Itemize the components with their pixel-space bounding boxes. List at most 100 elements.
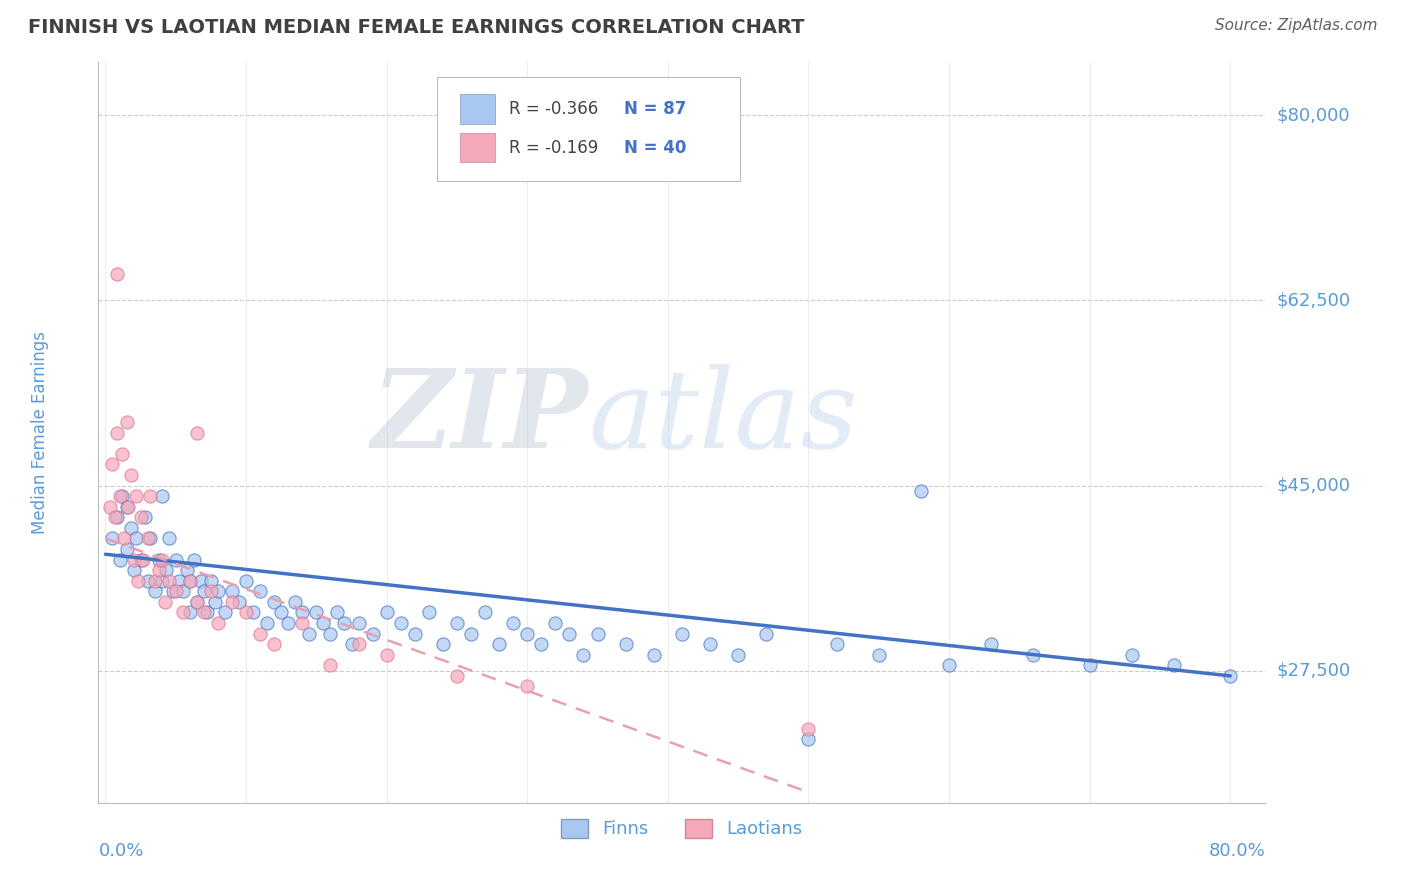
Point xyxy=(157,532,180,546)
Point xyxy=(193,584,215,599)
Point xyxy=(179,574,201,588)
Point xyxy=(115,541,138,556)
Text: $45,000: $45,000 xyxy=(1277,476,1351,494)
Point xyxy=(111,447,134,461)
Point xyxy=(572,648,595,662)
Point xyxy=(825,637,848,651)
Point xyxy=(98,500,121,514)
Text: $80,000: $80,000 xyxy=(1277,106,1350,124)
Point xyxy=(1078,658,1101,673)
Point xyxy=(108,489,131,503)
Point xyxy=(207,584,229,599)
FancyBboxPatch shape xyxy=(437,78,741,181)
Point xyxy=(134,510,156,524)
Text: N = 40: N = 40 xyxy=(623,138,686,157)
Point xyxy=(139,489,162,503)
Point xyxy=(980,637,1002,651)
Text: 80.0%: 80.0% xyxy=(1209,842,1265,860)
Point xyxy=(938,658,960,673)
Text: R = -0.169: R = -0.169 xyxy=(509,138,599,157)
Point xyxy=(127,574,149,588)
Point xyxy=(104,510,127,524)
Point xyxy=(162,584,184,599)
Point xyxy=(586,626,609,640)
Point xyxy=(389,615,412,630)
Point xyxy=(235,574,257,588)
Point xyxy=(249,626,271,640)
Text: N = 87: N = 87 xyxy=(623,100,686,118)
Point xyxy=(333,615,356,630)
Point xyxy=(214,606,236,620)
Point xyxy=(129,552,152,566)
Point xyxy=(868,648,890,662)
Point xyxy=(186,595,208,609)
Point xyxy=(530,637,553,651)
Point xyxy=(204,595,226,609)
Point xyxy=(256,615,278,630)
Point xyxy=(153,595,176,609)
Text: $62,500: $62,500 xyxy=(1277,292,1351,310)
Point xyxy=(1121,648,1143,662)
Point xyxy=(195,606,218,620)
Point xyxy=(143,574,166,588)
Point xyxy=(115,500,138,514)
Point xyxy=(125,489,148,503)
Point xyxy=(122,563,145,577)
Point xyxy=(263,637,285,651)
Point xyxy=(172,606,194,620)
Point xyxy=(179,606,201,620)
Point xyxy=(375,648,398,662)
Point xyxy=(270,606,292,620)
Point xyxy=(125,532,148,546)
Text: 0.0%: 0.0% xyxy=(98,842,143,860)
Point xyxy=(120,467,142,482)
Point xyxy=(1163,658,1185,673)
Legend: Finns, Laotians: Finns, Laotians xyxy=(554,812,810,846)
Bar xyxy=(460,133,495,162)
Point xyxy=(183,552,205,566)
Point xyxy=(432,637,454,651)
Point xyxy=(207,615,229,630)
Point xyxy=(129,510,152,524)
Point xyxy=(150,574,173,588)
Point xyxy=(516,626,538,640)
Point xyxy=(516,680,538,694)
Point xyxy=(277,615,299,630)
Point xyxy=(1219,669,1241,683)
Point xyxy=(643,648,665,662)
Point xyxy=(291,615,314,630)
Point xyxy=(347,615,370,630)
Point xyxy=(157,574,180,588)
Point xyxy=(136,574,159,588)
Point xyxy=(375,606,398,620)
Point xyxy=(186,595,208,609)
Point xyxy=(193,606,215,620)
Point xyxy=(200,574,222,588)
Point xyxy=(305,606,328,620)
Point xyxy=(111,489,134,503)
Point xyxy=(242,606,264,620)
Point xyxy=(502,615,524,630)
Point xyxy=(101,532,124,546)
Point xyxy=(112,532,135,546)
Point xyxy=(132,552,155,566)
Point xyxy=(221,595,243,609)
Point xyxy=(150,552,173,566)
Point xyxy=(298,626,321,640)
Point xyxy=(117,500,139,514)
Point xyxy=(148,563,170,577)
Point xyxy=(165,552,187,566)
Point xyxy=(139,532,162,546)
Text: Median Female Earnings: Median Female Earnings xyxy=(31,331,49,534)
Point xyxy=(347,637,370,651)
Point xyxy=(319,626,342,640)
Text: atlas: atlas xyxy=(589,364,858,472)
Point xyxy=(558,626,581,640)
Point xyxy=(755,626,778,640)
Point xyxy=(446,669,468,683)
Point xyxy=(614,637,637,651)
Point xyxy=(326,606,349,620)
Point xyxy=(105,267,128,281)
Point xyxy=(263,595,285,609)
Text: R = -0.366: R = -0.366 xyxy=(509,100,599,118)
